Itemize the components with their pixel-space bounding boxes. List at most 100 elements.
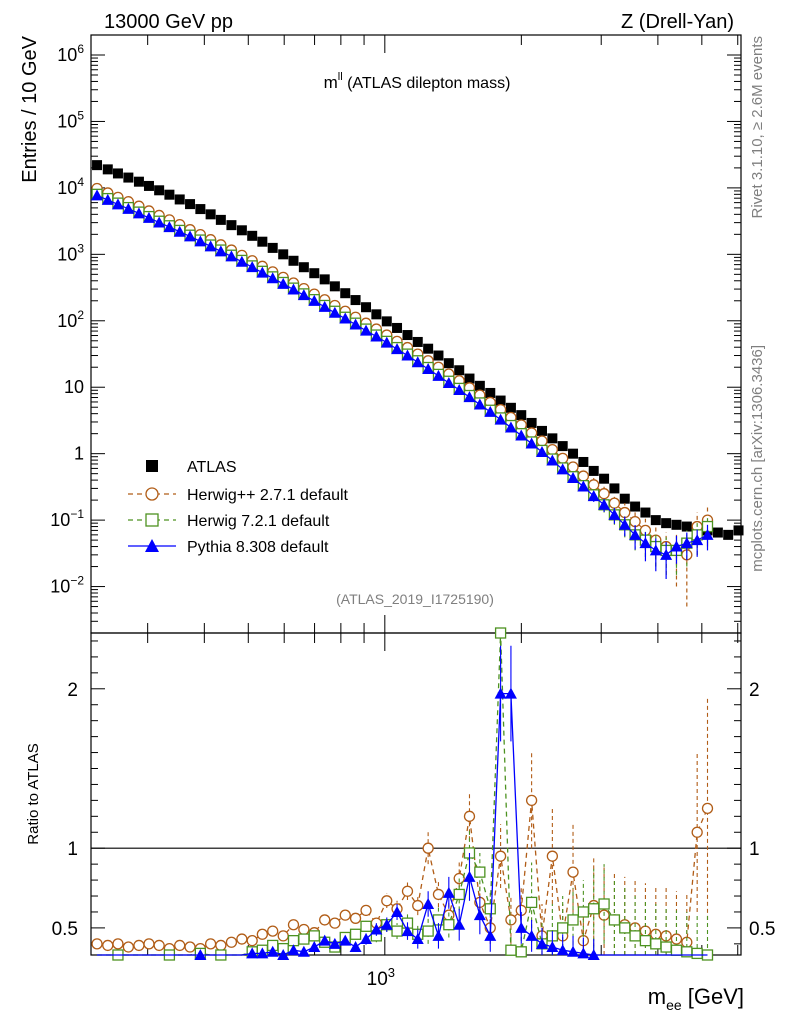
- ratio-point: [102, 939, 114, 952]
- data-point: [640, 507, 651, 518]
- ratio-point: [453, 918, 466, 930]
- data-point: [111, 198, 124, 210]
- data-point: [185, 199, 196, 210]
- main-y-tick-label: 10: [64, 377, 84, 397]
- data-point: [266, 272, 279, 284]
- ratio-point: [246, 947, 259, 959]
- ratio-point: [494, 687, 507, 699]
- data-point: [278, 249, 289, 260]
- data-point: [578, 456, 589, 467]
- main-series-0: [92, 160, 744, 540]
- ratio-point: [504, 687, 517, 699]
- ratio-point: [339, 934, 352, 946]
- ratio-point: [453, 888, 465, 901]
- main-series-1: [91, 182, 714, 607]
- data-point: [536, 425, 547, 436]
- ratio-point: [91, 938, 103, 950]
- ratio-point: [525, 929, 538, 941]
- data-point: [329, 281, 340, 292]
- data-point: [247, 230, 258, 241]
- ratio-point: [298, 923, 310, 936]
- data-point: [547, 433, 558, 444]
- data-point: [650, 515, 661, 526]
- data-point: [535, 445, 548, 457]
- ratio-point: [184, 941, 196, 953]
- data-point: [660, 548, 673, 560]
- ratio-series-0: [91, 696, 714, 955]
- legend-label: Herwig 7.2.1 default: [187, 513, 330, 530]
- data-point: [671, 519, 682, 530]
- ratio-point: [412, 899, 424, 912]
- data-point: [423, 343, 434, 354]
- main-plot-title: mll (ATLAS dilepton mass): [324, 71, 511, 92]
- data-point: [681, 521, 692, 532]
- data-point: [184, 230, 197, 242]
- ratio-point: [422, 925, 434, 937]
- data-point: [101, 193, 114, 205]
- data-point: [588, 465, 599, 476]
- data-point: [504, 421, 517, 433]
- ratio-point: [380, 918, 393, 930]
- legend-marker: [145, 513, 159, 527]
- data-point: [733, 525, 744, 536]
- ratio-point: [297, 945, 310, 957]
- data-point: [339, 312, 352, 324]
- ratio-point: [484, 903, 496, 915]
- ratio-point: [204, 938, 217, 950]
- rivet-version-label: Rivet 3.1.10, ≥ 2.6M events: [749, 36, 766, 219]
- data-point: [298, 262, 309, 273]
- xlabel-unit: [GeV]: [682, 984, 744, 1009]
- ratio-point: [308, 930, 320, 942]
- ratio-point: [360, 933, 373, 945]
- ratio-point: [515, 921, 528, 933]
- main-y-tick-label: 1: [74, 444, 84, 464]
- ratio-point: [287, 919, 300, 931]
- ratio-point: [122, 941, 135, 953]
- ratio-point: [567, 866, 579, 878]
- data-point: [484, 405, 497, 417]
- ratio-panel-frame: [90, 632, 742, 956]
- data-point: [287, 283, 300, 295]
- ratio-point: [133, 939, 145, 952]
- data-point: [194, 235, 207, 247]
- data-point: [432, 369, 445, 381]
- legend-label: Herwig++ 2.7.1 default: [187, 487, 349, 504]
- data-point: [587, 490, 600, 502]
- ratio-point: [691, 826, 703, 838]
- data-point: [309, 268, 320, 279]
- data-point: [629, 515, 641, 528]
- ratio-point: [505, 914, 517, 926]
- ratio-point: [660, 941, 672, 953]
- data-point: [712, 527, 723, 538]
- ratio-point: [298, 933, 310, 945]
- x-tick-label: 103: [367, 965, 395, 990]
- ratio-point: [577, 906, 590, 918]
- data-point: [319, 274, 330, 285]
- ratio-point: [473, 909, 486, 921]
- data-point: [516, 410, 527, 421]
- data-point: [473, 398, 486, 410]
- data-point: [577, 480, 590, 492]
- data-point: [226, 220, 237, 231]
- title-rest: (ATLAS dilepton mass): [343, 75, 511, 92]
- ratio-point: [411, 933, 424, 945]
- data-point: [380, 336, 393, 348]
- ratio-point: [463, 870, 476, 882]
- ratio-point: [277, 949, 290, 960]
- main-y-tick-label: 10−1: [50, 507, 84, 530]
- ratio-point: [691, 947, 703, 960]
- ratio-point: [577, 947, 590, 959]
- data-point: [371, 309, 382, 320]
- legend: ATLAS Herwig++ 2.7.1 default Herwig 7.2.1 …: [128, 459, 349, 556]
- legend-entry-3: Pythia 8.308 default: [128, 539, 329, 556]
- data-point: [463, 391, 476, 403]
- ratio-point: [391, 905, 404, 917]
- data-point: [350, 295, 361, 306]
- ratio-point: [494, 627, 507, 639]
- ratio-point: [557, 922, 569, 934]
- data-point: [297, 289, 310, 301]
- data-point: [360, 324, 373, 336]
- main-y-tick-label: 104: [57, 175, 84, 198]
- ratio-point: [112, 938, 124, 950]
- ratio-point: [267, 925, 279, 937]
